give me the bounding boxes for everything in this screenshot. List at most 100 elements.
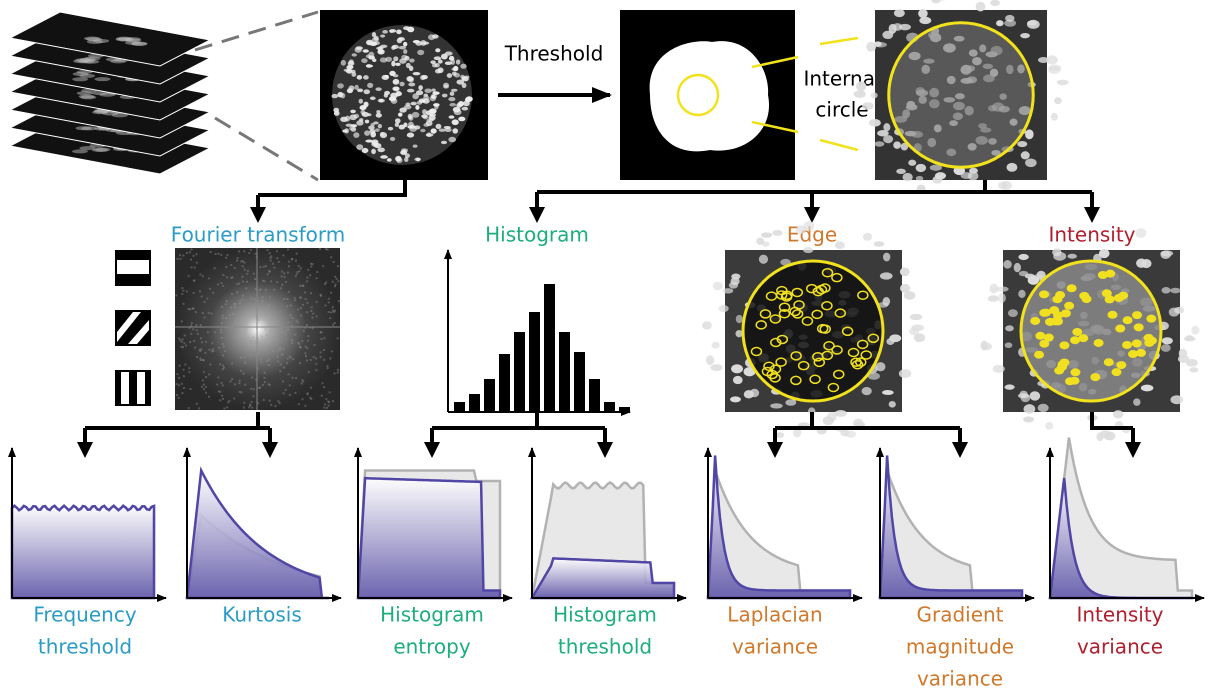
noise — [254, 310, 256, 312]
noise — [323, 386, 325, 388]
dash — [215, 118, 318, 180]
noise — [196, 356, 198, 358]
noise — [262, 300, 264, 302]
noise — [326, 407, 328, 409]
noise — [333, 261, 335, 263]
noise — [181, 293, 183, 295]
nucleus — [396, 91, 402, 97]
noise — [259, 359, 261, 361]
nucleus — [364, 89, 371, 94]
nucleus — [441, 54, 448, 60]
noise — [219, 399, 221, 401]
noise — [332, 306, 334, 308]
noise — [323, 337, 325, 339]
noise — [300, 314, 302, 316]
noise — [325, 248, 327, 250]
nucleus — [450, 91, 455, 95]
noise — [299, 362, 301, 364]
nucleus — [883, 253, 890, 262]
wave-icon — [115, 370, 151, 406]
nucleus — [886, 338, 894, 345]
noise — [247, 346, 249, 348]
noise — [289, 394, 291, 396]
nucleus — [374, 41, 380, 45]
noise — [189, 388, 191, 390]
noise — [279, 402, 281, 404]
nucleus — [996, 20, 1004, 26]
noise — [236, 283, 238, 285]
nucleus — [456, 59, 460, 64]
noise — [298, 343, 300, 345]
noise — [182, 255, 184, 257]
nucleus — [451, 89, 457, 92]
nucleus — [915, 333, 926, 342]
noise — [277, 356, 279, 358]
noise — [208, 277, 210, 279]
noise — [181, 320, 183, 322]
noise — [301, 382, 303, 384]
nucleus — [1122, 341, 1132, 349]
nucleus — [413, 72, 421, 75]
noise — [219, 391, 221, 393]
noise — [281, 354, 283, 356]
noise — [190, 325, 192, 327]
noise — [230, 380, 232, 382]
noise — [234, 267, 236, 269]
nucleus — [415, 105, 419, 110]
nucleus — [333, 108, 339, 113]
hist-bar — [514, 332, 525, 412]
zoom-line — [820, 38, 858, 44]
nucleus — [442, 94, 448, 98]
connector — [1092, 412, 1133, 428]
nucleus — [1111, 368, 1121, 376]
noise — [333, 372, 335, 374]
noise — [264, 314, 266, 316]
noise — [295, 275, 297, 277]
noise — [321, 338, 323, 340]
nucleus — [396, 158, 402, 164]
noise — [234, 303, 236, 305]
nucleus — [385, 57, 392, 62]
noise — [182, 303, 184, 305]
nucleus — [770, 403, 782, 408]
noise — [277, 339, 279, 341]
noise — [292, 358, 294, 360]
slice-speck — [94, 148, 110, 152]
nucleus — [1008, 309, 1018, 317]
hist-bar — [544, 284, 555, 412]
noise — [223, 345, 225, 347]
noise — [292, 377, 294, 379]
noise — [287, 249, 289, 251]
noise — [242, 294, 244, 296]
noise — [191, 266, 193, 268]
noise — [221, 395, 223, 397]
nucleus — [403, 42, 407, 47]
noise — [308, 371, 310, 373]
nucleus — [379, 99, 383, 103]
nucleus — [911, 324, 924, 331]
noise — [229, 314, 231, 316]
nucleus — [1005, 384, 1015, 389]
noise — [227, 401, 229, 403]
noise — [226, 276, 228, 278]
nucleus — [969, 168, 978, 174]
noise — [237, 257, 239, 259]
noise — [327, 367, 329, 369]
noise — [250, 249, 252, 251]
nucleus — [874, 141, 884, 147]
nucleus — [423, 95, 429, 100]
circle-label: Internal — [803, 67, 880, 91]
noise — [189, 251, 191, 253]
nucleus — [1136, 349, 1146, 357]
noise — [281, 271, 283, 273]
noise — [183, 387, 185, 389]
noise — [334, 276, 336, 278]
noise — [222, 384, 224, 386]
nucleus — [408, 83, 415, 87]
hist-bar — [574, 352, 585, 412]
metric-curve — [358, 478, 500, 598]
noise — [276, 350, 278, 352]
branch-title: Fourier transform — [171, 223, 345, 247]
noise — [306, 311, 308, 313]
noise — [337, 280, 339, 282]
